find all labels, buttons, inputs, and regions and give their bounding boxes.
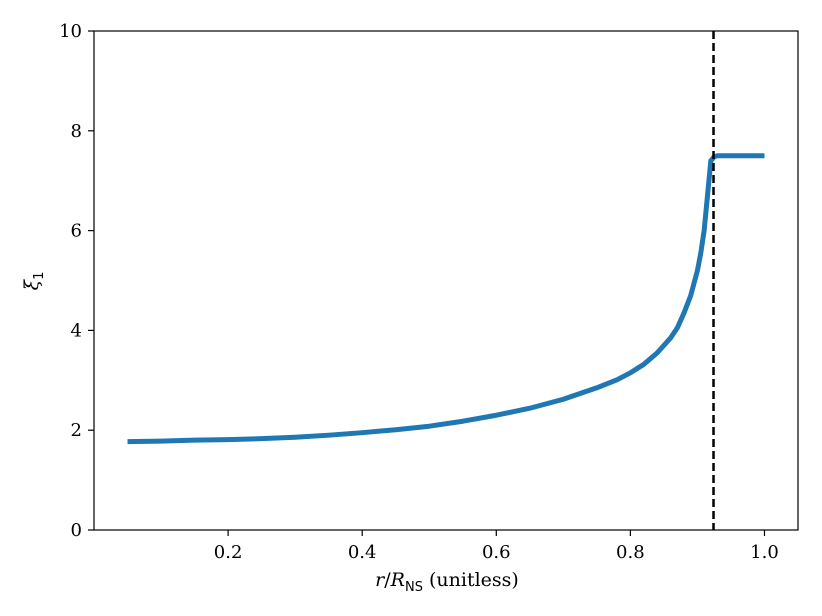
x-tick-label: 0.4 — [348, 542, 377, 563]
y-tick-label: 4 — [71, 320, 82, 341]
x-tick-label: 0.8 — [616, 542, 645, 563]
y-label-var: ξ — [21, 278, 43, 290]
y-tick-label: 8 — [71, 121, 82, 142]
y-tick-label: 2 — [71, 420, 82, 441]
x-tick-label: 0.2 — [214, 542, 243, 563]
x-tick-label: 1.0 — [750, 542, 779, 563]
y-tick-label: 10 — [59, 21, 82, 42]
x-label-var: r — [375, 569, 386, 591]
y-tick-label: 0 — [71, 520, 82, 541]
x-axis-label: r/RNS (unitless) — [375, 569, 519, 595]
y-axis-label: ξ1 — [21, 272, 47, 291]
axes-layer: 0.2 0.4 0.6 0.8 1.0 0 2 4 6 8 10 — [59, 21, 799, 563]
series-line-1 — [127, 153, 765, 445]
x-tick-label: 0.6 — [482, 542, 511, 563]
x-label-rest: (unitless) — [423, 569, 519, 591]
x-label-sub: NS — [405, 580, 423, 595]
y-tick-label: 6 — [71, 221, 82, 242]
y-label-sub: 1 — [32, 272, 47, 280]
axes-frame — [93, 30, 799, 531]
x-label-slash: / — [384, 569, 391, 591]
line-layer — [127, 31, 765, 530]
x-label-R: R — [390, 569, 405, 591]
